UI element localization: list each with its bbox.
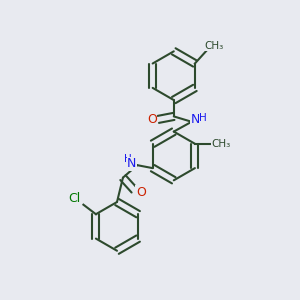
Text: O: O xyxy=(147,113,157,126)
Text: H: H xyxy=(124,154,132,164)
Text: CH₃: CH₃ xyxy=(204,41,223,51)
Text: N: N xyxy=(191,113,200,127)
Text: N: N xyxy=(127,158,136,170)
Text: Cl: Cl xyxy=(68,192,81,205)
Text: O: O xyxy=(136,186,146,199)
Text: CH₃: CH₃ xyxy=(211,139,230,149)
Text: H: H xyxy=(199,113,207,123)
